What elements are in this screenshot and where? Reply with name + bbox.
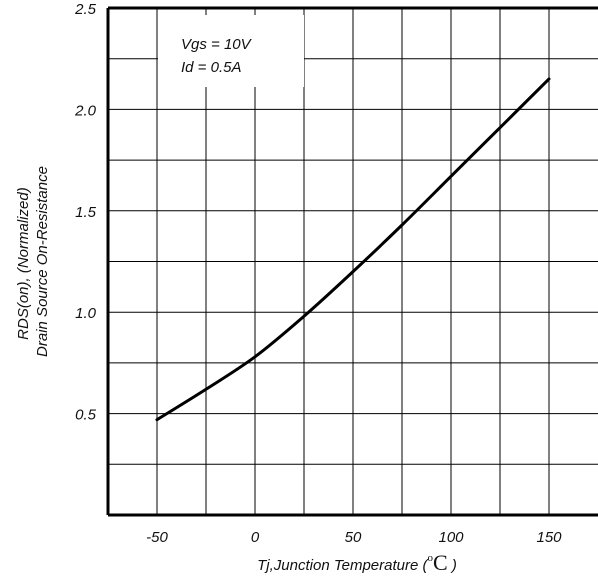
x-axis-label-prefix: Tj,Junction Temperature ( [257, 557, 429, 574]
x-tick-label: 50 [345, 529, 362, 546]
x-tick-label: 100 [438, 529, 464, 546]
annotation-id: Id = 0.5A [181, 59, 241, 76]
y-tick-labels: 0.5 1.0 1.5 2.0 2.5 [74, 1, 97, 424]
y-tick-label: 1.5 [75, 204, 97, 221]
y-tick-label: 2.5 [74, 1, 97, 18]
annotation-vgs: Vgs = 10V [181, 36, 253, 53]
x-tick-labels: -50 0 50 100 150 [146, 529, 562, 546]
y-tick-label: 1.0 [75, 305, 97, 322]
annotation-background [158, 15, 304, 87]
series [155, 77, 551, 422]
x-axis-label: Tj,Junction Temperature (oC ) [257, 550, 457, 575]
series-line-rdson [155, 77, 551, 422]
x-tick-label: 0 [251, 529, 260, 546]
axes [106, 6, 598, 517]
y-tick-label: 2.0 [74, 102, 97, 119]
x-axis-label-suffix: ) [448, 557, 457, 574]
annotation-box: Vgs = 10V Id = 0.5A [158, 15, 304, 87]
grid [108, 8, 598, 515]
y-axis-label-line1: RDS(on), (Normalized) [15, 187, 32, 340]
x-axis-label-degree: o [428, 552, 434, 564]
y-tick-label: 0.5 [75, 407, 97, 424]
y-axis-label: RDS(on), (Normalized) Drain Source On-Re… [15, 166, 51, 357]
x-axis-label-unit: C [433, 550, 448, 575]
y-axis-label-line2: Drain Source On-Resistance [34, 166, 51, 357]
x-tick-label: -50 [146, 529, 168, 546]
x-tick-label: 150 [536, 529, 562, 546]
